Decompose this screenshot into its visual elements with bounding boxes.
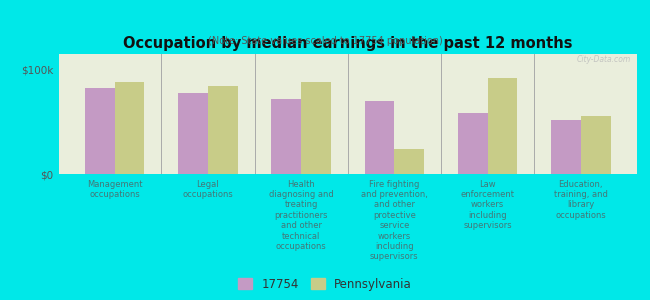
Bar: [365, 101, 395, 174]
Bar: [271, 99, 301, 174]
Bar: [458, 113, 488, 174]
Legend: 17754, Pennsylvania: 17754, Pennsylvania: [235, 274, 415, 294]
Text: City-Data.com: City-Data.com: [577, 55, 631, 64]
Bar: [395, 149, 424, 174]
Title: Occupation by median earnings in the past 12 months: Occupation by median earnings in the pas…: [123, 36, 573, 51]
Bar: [488, 78, 517, 174]
Bar: [208, 86, 238, 174]
Bar: [551, 120, 581, 174]
Bar: [301, 82, 331, 174]
Bar: [84, 88, 114, 174]
Bar: [178, 93, 208, 174]
Bar: [581, 116, 611, 174]
Text: (Note: State values scaled to 17754 population): (Note: State values scaled to 17754 popu…: [207, 35, 443, 46]
Bar: [114, 82, 144, 174]
